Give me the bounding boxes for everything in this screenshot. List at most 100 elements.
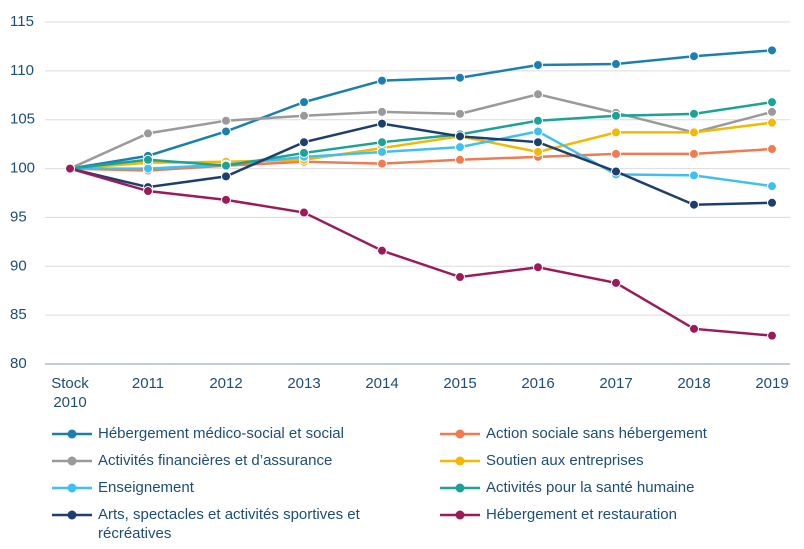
data-point	[533, 59, 543, 70]
data-point	[299, 207, 309, 218]
data-point	[533, 262, 543, 273]
legend-item: Hébergement médico-social et social	[52, 424, 440, 443]
data-point	[533, 126, 543, 137]
data-point	[611, 166, 621, 177]
chart: 80 85 90 95 100 105 110 115	[10, 13, 790, 372]
data-point	[377, 75, 387, 86]
data-point	[611, 148, 621, 159]
data-point	[221, 171, 231, 182]
x-tick-label: Stock 2010	[51, 375, 89, 411]
data-point	[533, 89, 543, 100]
series-line	[69, 93, 773, 170]
data-point	[143, 154, 153, 165]
data-point	[455, 131, 465, 142]
legend-label: Enseignement	[98, 479, 194, 496]
data-point	[689, 108, 699, 119]
legend-marker	[52, 456, 92, 466]
legend-item: Enseignement	[52, 478, 440, 497]
legend-dot	[455, 456, 465, 466]
data-point	[143, 163, 153, 174]
data-point	[767, 181, 777, 192]
data-point	[689, 51, 699, 62]
y-tick-label: 105	[10, 111, 35, 128]
data-point	[689, 148, 699, 159]
x-tick-label: 2019	[755, 375, 789, 392]
data-point	[767, 97, 777, 108]
legend-item: Soutien aux entreprises	[440, 451, 760, 470]
x-tick-label: 2014	[365, 375, 399, 392]
data-point	[767, 330, 777, 341]
data-point	[299, 147, 309, 158]
legend-dot	[455, 429, 465, 439]
data-point	[221, 160, 231, 171]
legend-marker	[440, 456, 480, 466]
y-tick-label: 90	[10, 257, 27, 274]
legend-item: Hébergement et restauration	[440, 505, 760, 543]
data-point	[221, 126, 231, 137]
x-tick-label: 2018	[677, 375, 711, 392]
data-point	[299, 110, 309, 121]
legend-marker	[52, 483, 92, 493]
data-point	[455, 108, 465, 119]
data-point	[611, 277, 621, 288]
data-point	[767, 144, 777, 155]
legend-label: Activités pour la santé humaine	[486, 479, 695, 496]
data-point	[767, 106, 777, 117]
y-tick-label: 115	[10, 13, 34, 30]
legend: Hébergement médico-social et social Actio…	[52, 424, 760, 543]
data-point	[611, 127, 621, 138]
x-tick-label: 2012	[209, 375, 243, 392]
legend-item: Action sociale sans hébergement	[440, 424, 760, 443]
data-point	[611, 59, 621, 70]
legend-label: Action sociale sans hébergement	[486, 425, 707, 442]
y-tick-label: 110	[10, 62, 34, 79]
legend-dot	[67, 429, 77, 439]
legend-dot	[455, 483, 465, 493]
x-tick-label: 2015	[443, 375, 477, 392]
legend-item: Activités pour la santé humaine	[440, 478, 760, 497]
x-tick-label: 2011	[131, 375, 165, 392]
data-point	[533, 115, 543, 126]
data-point	[689, 170, 699, 181]
data-point	[455, 72, 465, 83]
data-point	[221, 115, 231, 126]
data-point	[377, 146, 387, 157]
legend-dot	[67, 510, 77, 520]
data-point	[455, 272, 465, 283]
series-line	[69, 167, 773, 337]
series-line	[69, 49, 773, 170]
legend-marker	[440, 483, 480, 493]
data-point	[299, 97, 309, 108]
series-line	[70, 130, 773, 188]
legend-dot	[455, 510, 465, 520]
legend-dot	[67, 456, 77, 466]
x-tick-label: 2017	[599, 375, 633, 392]
data-point	[143, 186, 153, 197]
legend-label: Arts, spectacles et activités sportives …	[98, 506, 360, 542]
y-tick-label: 100	[10, 160, 35, 177]
y-tick-label: 95	[10, 208, 27, 225]
x-tick-label: 2013	[287, 375, 321, 392]
x-tick-label: 2016	[521, 375, 555, 392]
data-point	[533, 146, 543, 157]
series-line	[69, 122, 773, 206]
legend-marker	[440, 510, 480, 520]
data-point	[455, 142, 465, 153]
series-line	[69, 100, 773, 170]
data-point	[689, 323, 699, 334]
y-tick-label: 80	[10, 355, 27, 372]
data-point	[377, 118, 387, 129]
legend-label: Hébergement médico-social et social	[98, 425, 344, 442]
data-point	[221, 194, 231, 205]
legend-marker	[440, 429, 480, 439]
legend-item: Arts, spectacles et activités sportives …	[52, 505, 440, 543]
y-tick-label: 85	[10, 306, 27, 323]
data-point	[377, 137, 387, 148]
data-point	[689, 127, 699, 138]
data-point	[377, 106, 387, 117]
data-point	[377, 245, 387, 256]
legend-marker	[52, 429, 92, 439]
data-point	[689, 199, 699, 210]
data-point	[767, 117, 777, 128]
